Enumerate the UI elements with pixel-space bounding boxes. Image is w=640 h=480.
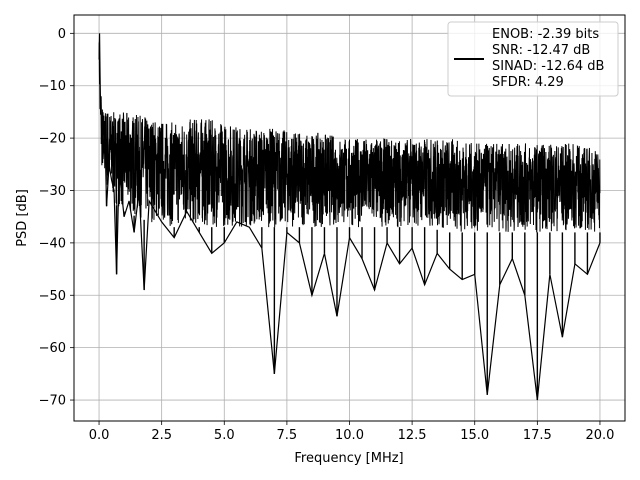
psd-trace-body [98, 42, 601, 233]
x-tick-label: 5.0 [214, 428, 235, 443]
legend-box [447, 21, 619, 97]
y-axis-ticks: 0 −10 −20 −30 −40 −50 −60 −70 [39, 27, 74, 409]
legend-sfdr: SFDR: 4.29 [492, 75, 564, 90]
legend-snr: SNR: -12.47 dB [492, 43, 590, 58]
psd-trace [98, 33, 601, 401]
x-tick-label: 20.0 [585, 428, 614, 443]
x-tick-label: 15.0 [460, 428, 489, 443]
legend: ENOB: -2.39 bits SNR: -12.47 dB SINAD: -… [447, 21, 619, 97]
x-tick-label: 0.0 [89, 428, 110, 443]
x-tick-label: 7.5 [277, 428, 298, 443]
x-axis-label: Frequency [MHz] [294, 451, 403, 466]
y-tick-label: −70 [39, 394, 66, 409]
legend-enob: ENOB: -2.39 bits [492, 27, 599, 42]
x-tick-label: 12.5 [398, 428, 427, 443]
legend-sinad: SINAD: -12.64 dB [492, 59, 604, 74]
y-tick-label: 0 [58, 27, 66, 42]
y-tick-label: −50 [39, 289, 66, 304]
x-axis-ticks: 0.0 2.5 5.0 7.5 10.0 12.5 15.0 17.5 20.0 [89, 421, 614, 443]
data-layer [98, 33, 601, 401]
y-tick-label: −10 [39, 79, 66, 94]
y-axis-label: PSD [dB] [15, 189, 30, 247]
y-tick-label: −40 [39, 236, 66, 251]
y-tick-label: −30 [39, 184, 66, 199]
x-tick-label: 2.5 [151, 428, 172, 443]
x-tick-label: 10.0 [335, 428, 364, 443]
y-tick-label: −20 [39, 132, 66, 147]
y-tick-label: −60 [39, 341, 66, 356]
x-tick-label: 17.5 [523, 428, 552, 443]
